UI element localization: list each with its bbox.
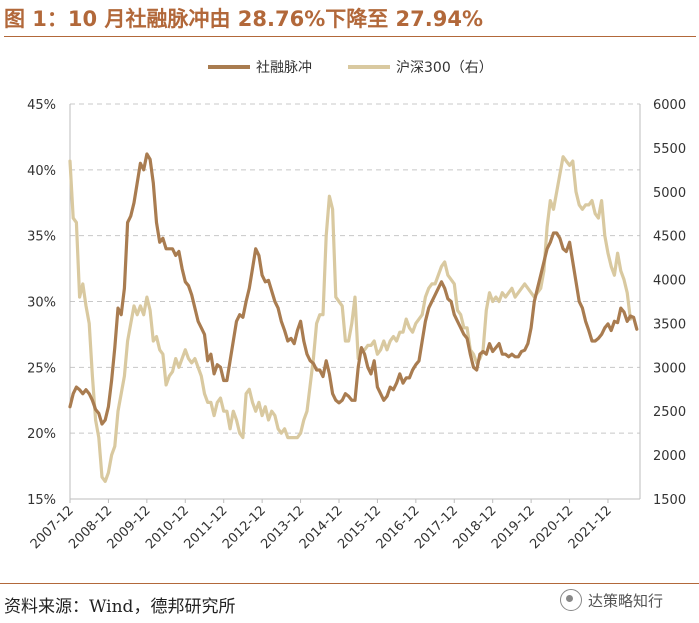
series-line-shrong [68, 152, 639, 426]
legend: 社融脉冲 沪深300（右） [208, 60, 493, 76]
y-left-tick-label: 45% [27, 98, 56, 113]
y-right-tick-label: 2000 [653, 449, 686, 464]
chart-title: 图 1：10 月社融脉冲由 28.76%下降至 27.94% [4, 2, 696, 37]
y-left-tick-label: 15% [27, 493, 56, 508]
y-right-tick-label: 5000 [653, 186, 686, 201]
wechat-icon [560, 589, 582, 611]
legend-label-shrong: 社融脉冲 [256, 60, 312, 76]
y-left-tick-label: 30% [27, 296, 56, 311]
y-left-tick-label: 40% [27, 164, 56, 179]
y-right-tick-label: 3000 [653, 361, 686, 376]
legend-label-hs300: 沪深300（右） [396, 60, 493, 76]
watermark: 达策略知行 [560, 585, 663, 615]
y-left-tick-label: 25% [27, 361, 56, 376]
chart: 15% 20% 25% 30% 35% 40% 45% 1500 2000 2500 3000 350… [27, 60, 686, 552]
y-right-tick-label: 4500 [653, 230, 686, 245]
y-right-tick-label: 4000 [653, 274, 686, 289]
y-right-tick-label: 3500 [653, 317, 686, 332]
y-right-tick-label: 1500 [653, 493, 686, 508]
source-note: 资料来源：Wind，德邦研究所 [4, 597, 236, 617]
y-left-tick-label: 35% [27, 230, 56, 245]
footer-divider [0, 583, 699, 584]
y-right-tick-label: 2500 [653, 405, 686, 420]
y-right-tick-label: 6000 [653, 98, 686, 113]
watermark-text: 达策略知行 [588, 591, 664, 610]
y-right-tick-label: 5500 [653, 142, 686, 157]
y-left-tick-label: 20% [27, 427, 56, 442]
series-lines [68, 152, 639, 483]
